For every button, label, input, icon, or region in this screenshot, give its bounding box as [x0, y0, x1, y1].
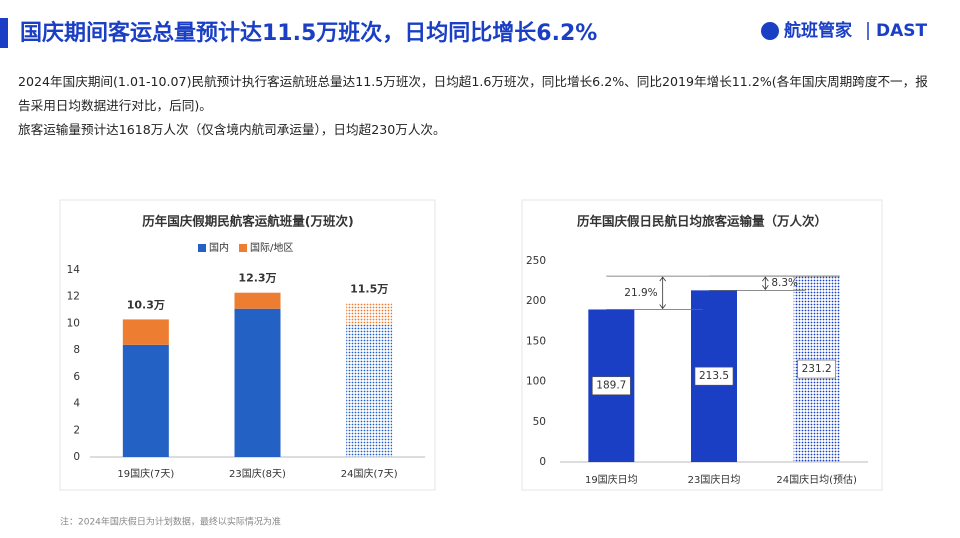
paragraph: 旅客运输量预计达1618万人次（仅含境内航司承运量），日均超230万人次。	[18, 122, 446, 137]
value-label: 231.2	[802, 363, 832, 375]
x-tick-label: 23国庆(8天)	[229, 467, 286, 480]
bar-segment	[234, 308, 281, 457]
chart-title: 历年国庆假日民航日均旅客运输量（万人次）	[577, 214, 827, 229]
y-tick-label: 14	[67, 264, 81, 276]
bar-segment	[122, 319, 169, 345]
x-tick-label: 24国庆(7天)	[341, 467, 398, 480]
title-accent	[0, 18, 8, 48]
legend-label: 国内	[209, 241, 229, 254]
logo-brand: DAST	[876, 21, 928, 41]
bar-segment	[234, 292, 281, 309]
logo-name: 航班管家	[784, 20, 852, 41]
annotation: 8.3%	[771, 277, 798, 289]
value-label: 189.7	[596, 380, 626, 392]
total-label: 10.3万	[127, 298, 165, 311]
x-tick-label: 24国庆日均(预估)	[776, 473, 857, 486]
y-tick-label: 50	[533, 416, 546, 428]
bar-segment	[346, 303, 393, 325]
chart-title: 历年国庆假期民航客运航班量(万班次)	[142, 214, 353, 229]
arrow-head	[659, 304, 666, 310]
legend-label: 国际/地区	[250, 241, 293, 254]
value-label: 213.5	[699, 370, 729, 382]
value-label-box	[797, 359, 836, 379]
y-tick-label: 100	[526, 376, 546, 388]
y-tick-label: 4	[73, 398, 80, 410]
logo-icon	[761, 22, 779, 40]
y-tick-label: 2	[73, 424, 80, 436]
bar-segment	[346, 324, 393, 457]
body-text: 2024年国庆期间(1.01-10.07)民航预计执行客运航班总量达11.5万班…	[18, 70, 940, 142]
y-tick-label: 250	[526, 255, 546, 267]
value-label-box	[694, 366, 734, 386]
y-tick-label: 10	[67, 317, 80, 329]
y-tick-label: 8	[73, 344, 80, 356]
footnote: 注：2024年国庆假日为计划数据，最终以实际情况为准	[60, 516, 281, 528]
x-tick-label: 19国庆(7天)	[117, 467, 174, 480]
arrow-head	[659, 276, 666, 282]
annotation: 21.9%	[624, 287, 657, 299]
chart-panel	[59, 199, 436, 491]
y-tick-label: 0	[539, 456, 546, 468]
arrow-head	[762, 276, 769, 282]
y-tick-label: 12	[67, 291, 80, 303]
paragraph: 2024年国庆期间(1.01-10.07)民航预计执行客运航班总量达11.5万班…	[18, 74, 928, 113]
total-label: 11.5万	[350, 282, 388, 295]
arrow-head	[762, 285, 769, 291]
y-tick-label: 0	[73, 451, 80, 463]
y-tick-label: 6	[73, 371, 80, 383]
total-label: 12.3万	[238, 272, 276, 285]
y-tick-label: 200	[526, 295, 546, 307]
x-tick-label: 19国庆日均	[585, 473, 638, 486]
bar-segment	[122, 344, 169, 457]
x-tick-label: 23国庆日均	[688, 473, 741, 486]
value-label-box	[592, 376, 631, 396]
legend-swatch	[198, 244, 206, 252]
slide-title: 国庆期间客运总量预计达11.5万班次，日均同比增长6.2%	[20, 20, 597, 46]
chart-panel	[521, 199, 883, 491]
y-tick-label: 150	[526, 335, 546, 347]
legend-swatch	[239, 244, 247, 252]
